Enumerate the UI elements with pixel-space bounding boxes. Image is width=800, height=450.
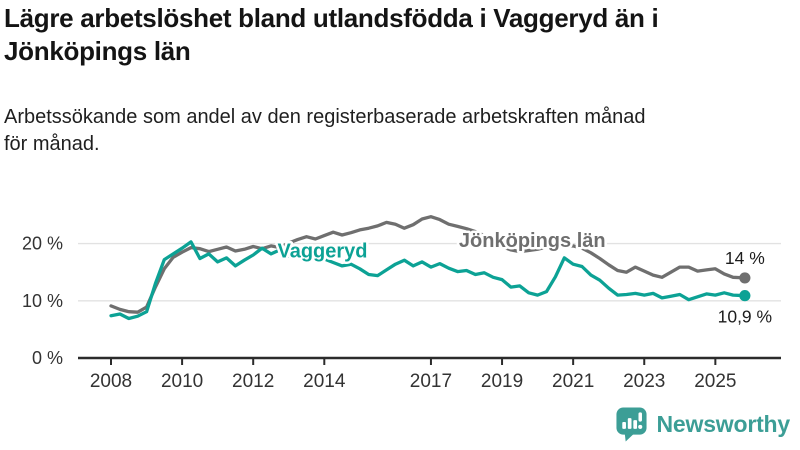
x-tick-label-2019: 2019 bbox=[481, 371, 523, 392]
x-tick-label-2023: 2023 bbox=[623, 371, 665, 392]
x-tick-label-2021: 2021 bbox=[552, 371, 594, 392]
series-line-jönköpings-län bbox=[109, 215, 747, 314]
end-value-label-vaggeryd: 10,9 % bbox=[718, 307, 772, 327]
y-tick-label-20: 20 % bbox=[22, 234, 63, 254]
brand-name: Newsworthy bbox=[656, 410, 791, 437]
x-tick-label-2008: 2008 bbox=[90, 371, 132, 392]
chart-subtitle: Arbetssökande som andel av den registerb… bbox=[4, 106, 646, 155]
y-tick-label-10: 10 % bbox=[22, 291, 63, 311]
series-label-jönköpings-län: Jönköpings län bbox=[459, 230, 606, 252]
x-tick-label-2025: 2025 bbox=[694, 371, 736, 392]
x-tick-label-2012: 2012 bbox=[232, 371, 274, 392]
x-tick-label-2017: 2017 bbox=[410, 371, 452, 392]
end-value-label-jönköpings-län: 14 % bbox=[725, 248, 765, 268]
series-end-dot-jönköpings-län bbox=[739, 272, 751, 284]
newsworthy-logo: Newsworthy bbox=[615, 406, 790, 442]
y-tick-label-0: 0 % bbox=[32, 348, 63, 368]
x-tick-label-2010: 2010 bbox=[161, 371, 203, 392]
bar-chart-speech-bubble-icon bbox=[615, 407, 647, 442]
chart-title: Lägre arbetslöshet bland utlandsfödda i … bbox=[4, 3, 659, 66]
series-line-vaggeryd bbox=[109, 240, 747, 321]
x-tick-label-2014: 2014 bbox=[303, 371, 346, 392]
series-label-vaggeryd: Vaggeryd bbox=[277, 240, 367, 262]
series-end-dot-vaggeryd bbox=[739, 290, 751, 302]
